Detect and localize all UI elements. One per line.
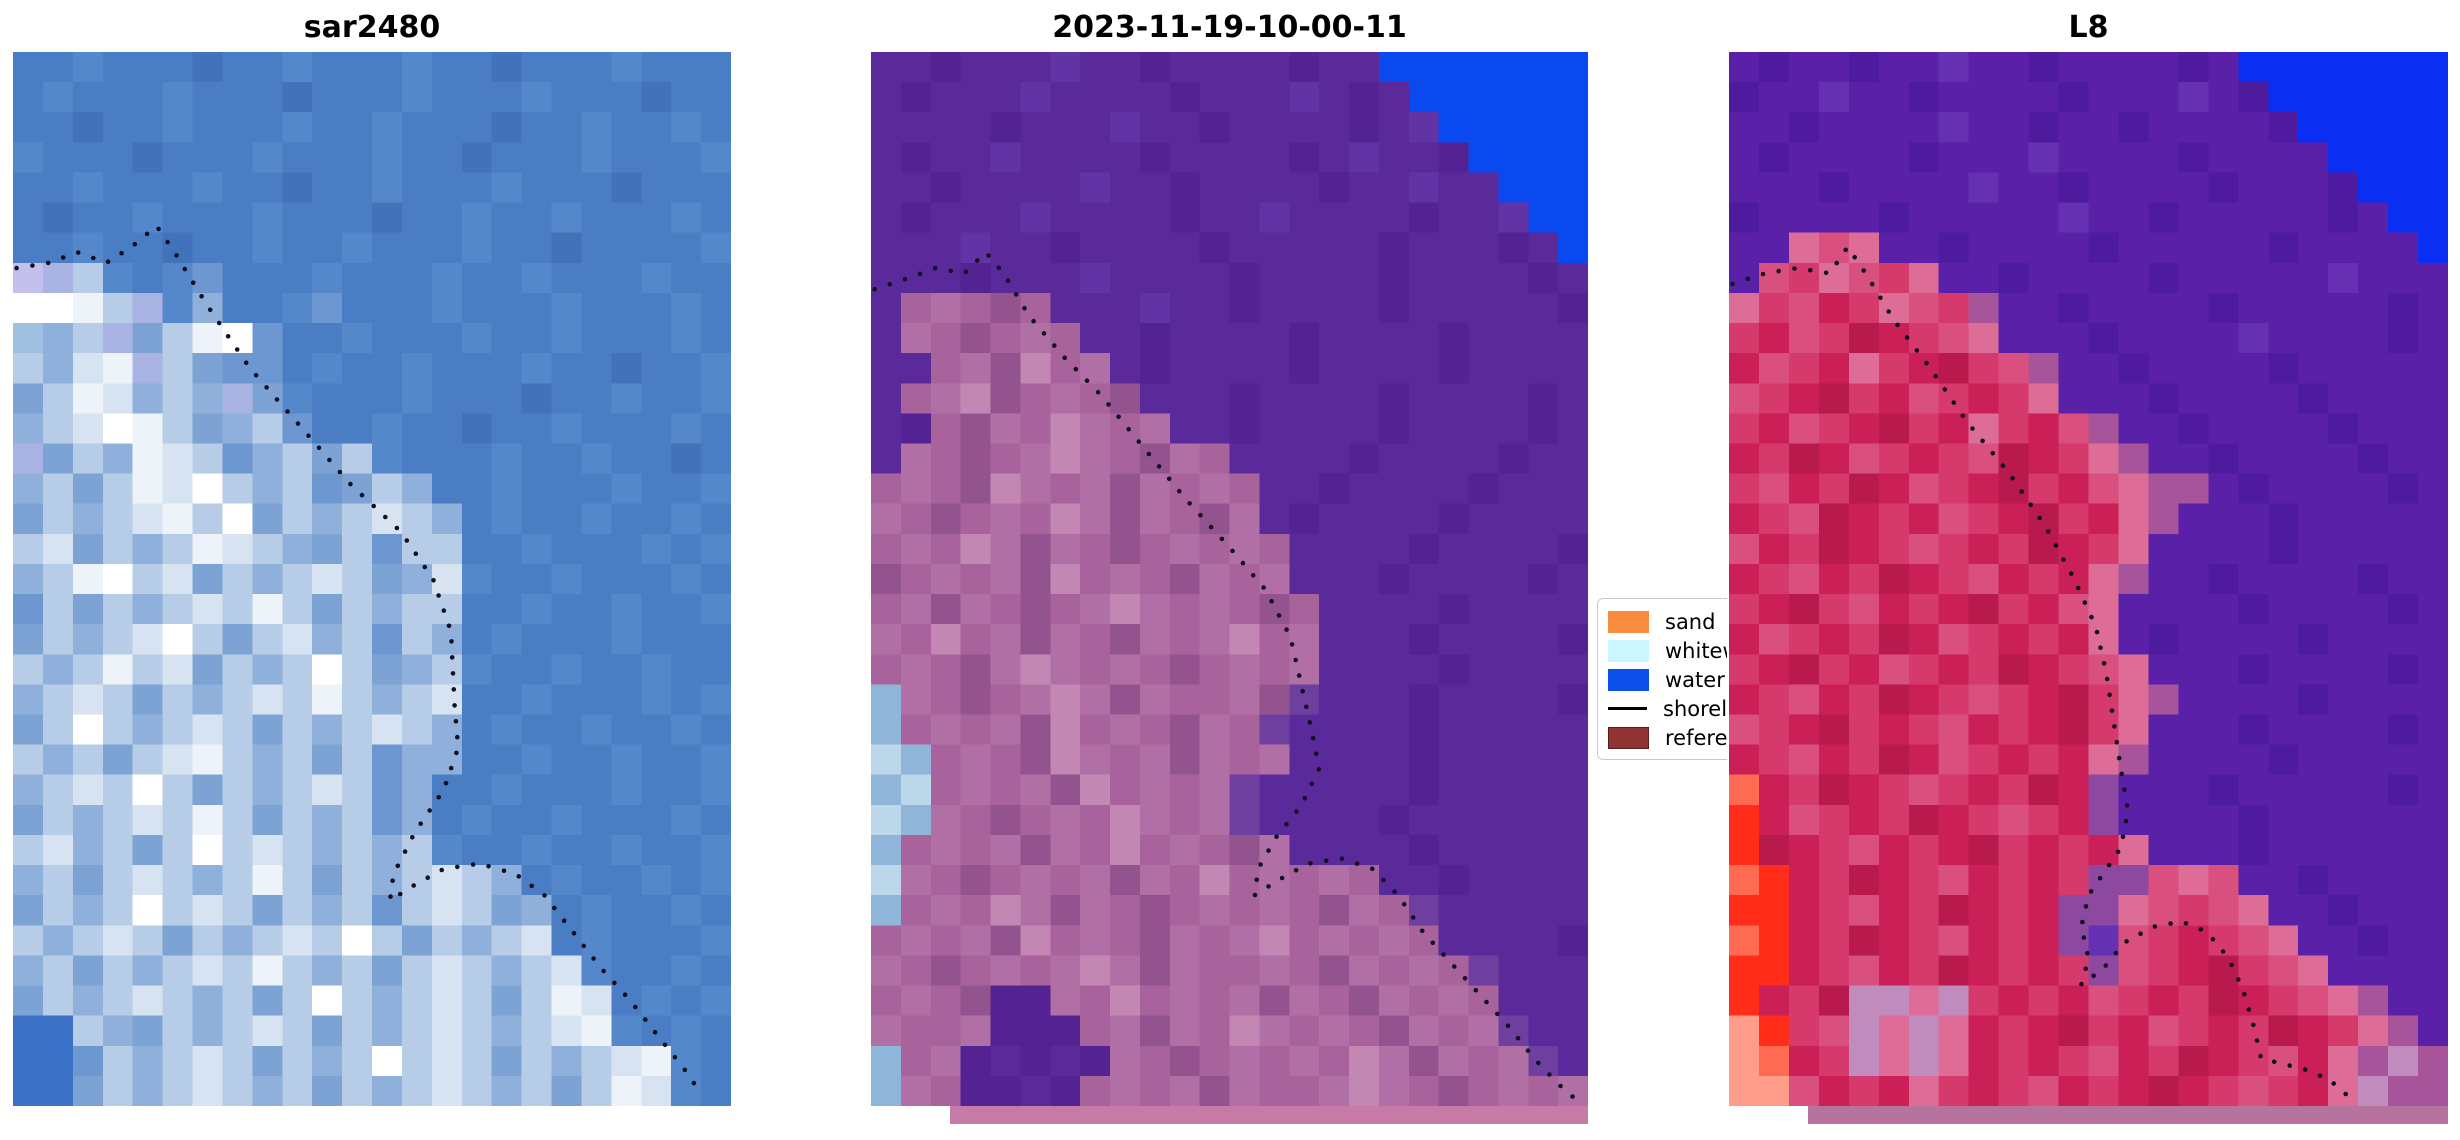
legend-item-sand: sand	[1608, 607, 1727, 636]
sar-image-canvas	[13, 52, 731, 1106]
legend-label-reference-shoreline: reference shoreline	[1665, 725, 1727, 750]
whitewater-swatch	[1608, 639, 1649, 662]
l8-image-canvas	[1729, 52, 2448, 1106]
scene-bottom-strip	[950, 1106, 1588, 1124]
sar-image-panel	[13, 52, 731, 1106]
panel-title-l8: L8	[2068, 10, 2109, 45]
panel-title-date-scene: 2023-11-19-10-00-11	[1052, 10, 1407, 45]
legend-item-water: water	[1608, 665, 1727, 694]
legend-item-reference-shoreline: reference shoreline	[1608, 723, 1727, 752]
reference-shoreline-swatch	[1608, 726, 1649, 749]
l8-image-panel	[1729, 52, 2448, 1106]
legend-label-shoreline: shoreline	[1663, 696, 1727, 721]
water-swatch	[1608, 668, 1649, 691]
legend-item-shoreline: shoreline	[1608, 694, 1727, 723]
legend-label-sand: sand	[1665, 609, 1716, 634]
l8-bottom-strip	[1808, 1106, 2448, 1124]
classified-scene-panel	[871, 52, 1588, 1106]
shoreline-line-swatch	[1608, 707, 1647, 710]
sand-swatch	[1608, 610, 1649, 633]
legend-label-water: water	[1665, 667, 1725, 692]
classified-scene-canvas	[871, 52, 1588, 1106]
panel-title-sar2480: sar2480	[303, 10, 441, 45]
